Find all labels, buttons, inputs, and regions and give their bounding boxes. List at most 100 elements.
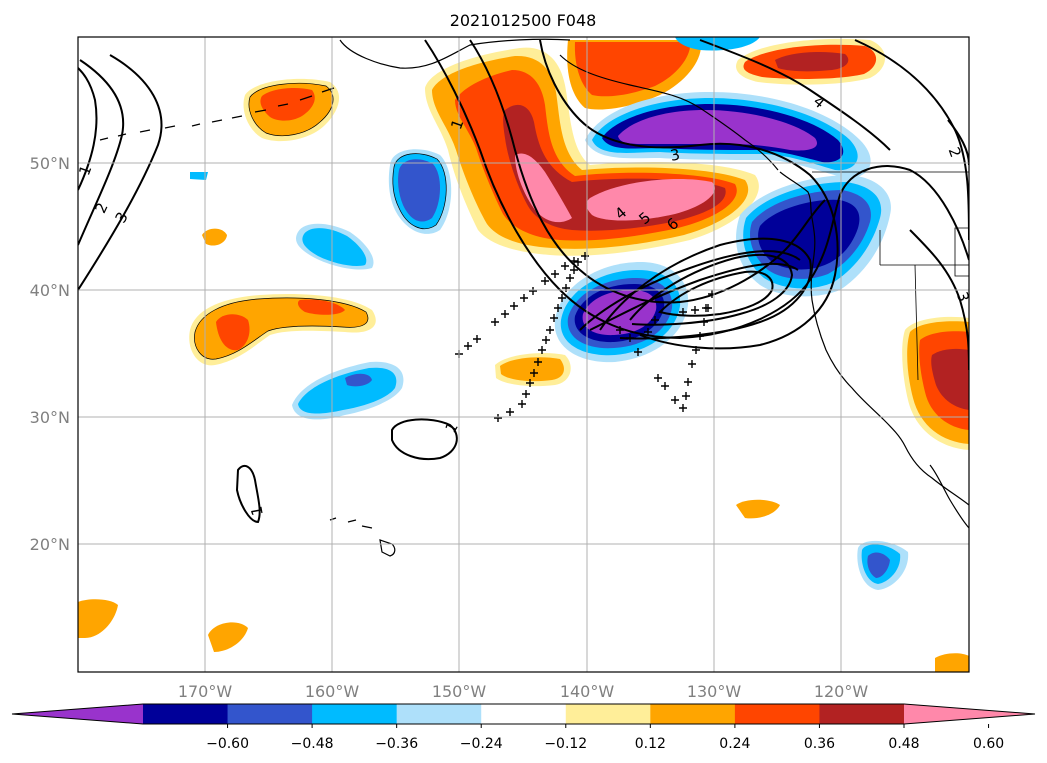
track-marker xyxy=(520,294,528,302)
track-marker xyxy=(550,314,558,322)
track-marker xyxy=(464,342,472,350)
contour-ring-4 xyxy=(599,237,812,340)
colorbar-tick-label: 0.48 xyxy=(888,736,919,752)
neg-small-2 xyxy=(190,172,208,180)
track-marker xyxy=(679,308,687,316)
colorbar-tick-label: 0.24 xyxy=(719,736,750,752)
colorbar-bin xyxy=(143,704,229,724)
track-marker xyxy=(679,404,687,412)
contour-low-2 xyxy=(235,464,261,524)
outline-152w xyxy=(392,153,447,230)
neg-band-purple xyxy=(618,110,818,151)
outline-165w xyxy=(194,297,369,360)
track-marker xyxy=(581,252,589,260)
canada-us-coast xyxy=(779,171,969,506)
colorbar-tick-label: −0.60 xyxy=(206,736,249,752)
contour-label: 1 xyxy=(247,505,266,518)
neg-ak-top xyxy=(675,37,760,51)
us-border xyxy=(812,171,969,381)
map-frame xyxy=(77,36,970,673)
pos-165w-red xyxy=(216,314,250,351)
longitude-labels: 170°W 160°W 150°W 140°W 130°W 120°W xyxy=(178,682,869,701)
track-marker xyxy=(654,374,662,382)
track-marker xyxy=(700,318,708,326)
contour-low-1 xyxy=(391,418,458,460)
track-marker xyxy=(561,262,569,270)
track-marker xyxy=(526,379,534,387)
track-marker xyxy=(546,326,554,334)
chart-title: 2021012500 F048 xyxy=(450,11,597,30)
track-marker xyxy=(506,408,514,416)
contour-west-2 xyxy=(78,59,125,246)
contour-west-3 xyxy=(78,67,98,191)
track-marker xyxy=(551,270,559,278)
track-marker xyxy=(538,346,546,354)
pos-arc-pink-east xyxy=(586,178,715,221)
track-marker xyxy=(510,302,518,310)
contour-label: 3 xyxy=(953,290,973,304)
pos-165w-red2 xyxy=(297,299,345,315)
track-marker xyxy=(671,396,679,404)
colorbar-bin xyxy=(565,704,651,724)
colorbar-tick-label: 0.12 xyxy=(635,736,666,752)
track-marker xyxy=(566,274,574,282)
pos-bc-top-fb xyxy=(775,52,849,72)
lon-label: 140°W xyxy=(560,682,615,701)
lon-label: 130°W xyxy=(687,682,742,701)
track-marker xyxy=(661,382,669,390)
track-marker xyxy=(541,277,549,285)
track-marker xyxy=(491,318,499,326)
track-marker xyxy=(616,326,624,334)
colorbar-extend-min xyxy=(12,704,143,724)
pos-small-2 xyxy=(736,499,780,519)
colorbar-bin xyxy=(734,704,820,724)
track-marker xyxy=(692,346,700,354)
lat-label: 30°N xyxy=(30,408,70,427)
track-marker xyxy=(682,392,690,400)
colorbar-tick-label: 0.36 xyxy=(804,736,835,752)
track-marker xyxy=(688,360,696,368)
track-marker xyxy=(574,258,582,266)
colorbar-outline xyxy=(11,703,1036,725)
colorbar-tick-label: −0.48 xyxy=(291,736,334,752)
pos-143w-orange xyxy=(500,357,564,382)
colorbar-bin xyxy=(312,704,398,724)
coastlines xyxy=(99,38,969,557)
track-marker xyxy=(518,400,526,408)
baja-coast xyxy=(929,464,969,529)
map-layers: 1 2 3 1 1 1 3 4 5 6 4 2 3 xyxy=(78,37,973,672)
track-marker xyxy=(702,304,710,312)
track-marker xyxy=(501,310,509,318)
anomaly-outlines xyxy=(194,82,447,360)
track-marker xyxy=(473,335,481,343)
colorbar: −0.60 −0.48 −0.36 −0.24 −0.12 0.12 0.24 0.36 0.4… xyxy=(11,703,1036,752)
track-marker xyxy=(644,328,652,336)
neg-160w-sky xyxy=(302,228,367,266)
colorbar-bin xyxy=(650,704,736,724)
track-marker xyxy=(684,378,692,386)
neg-155w-royal xyxy=(345,373,372,387)
lon-label: 120°W xyxy=(814,682,869,701)
track-marker xyxy=(634,348,642,356)
track-marker xyxy=(542,336,550,344)
track-marker xyxy=(562,284,570,292)
track-marker xyxy=(529,287,537,295)
lat-label: 50°N xyxy=(30,154,70,173)
anomaly-fill xyxy=(78,37,969,672)
contour-inner-a xyxy=(579,250,801,331)
lat-label: 40°N xyxy=(30,281,70,300)
lon-label: 150°W xyxy=(432,682,487,701)
track-marker xyxy=(691,306,699,314)
pos-small-3 xyxy=(78,599,118,638)
colorbar-tick-label: −0.24 xyxy=(460,736,503,752)
hawaii xyxy=(329,517,396,557)
pos-small-1 xyxy=(202,228,227,246)
colorbar-bin xyxy=(227,704,313,724)
pos-california-firebrick xyxy=(931,348,969,410)
colorbar-bin xyxy=(396,704,482,724)
track-marker xyxy=(558,294,566,302)
pos-arc-pink-west xyxy=(515,153,572,223)
track-marker xyxy=(708,290,716,298)
colorbar-extend-max xyxy=(904,704,1035,724)
track-markers xyxy=(455,252,716,422)
